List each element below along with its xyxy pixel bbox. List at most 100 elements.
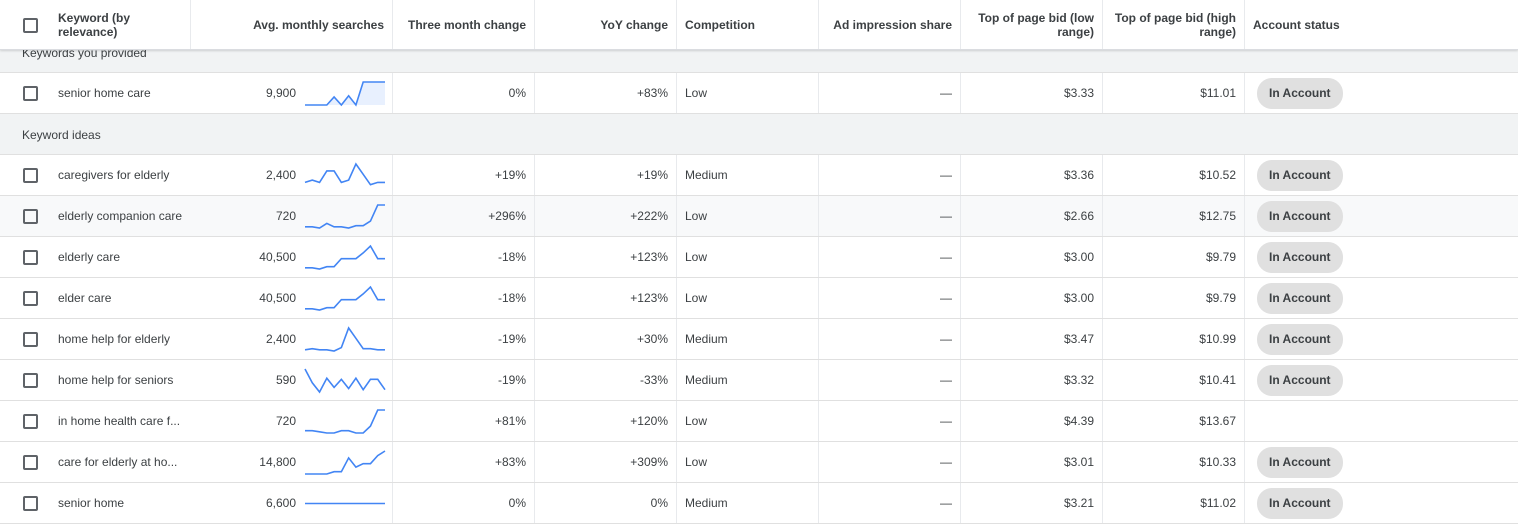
column-header[interactable]: YoY change — [535, 0, 677, 49]
status-chip: In Account — [1257, 282, 1343, 314]
ad-share: — — [940, 209, 952, 223]
bid-high: $10.41 — [1199, 373, 1236, 387]
competition-cell: Medium — [677, 360, 819, 400]
keyword-row: home help for seniors 590 -19% -33% Medium — $… — [0, 360, 1518, 401]
searches: 2,400 — [265, 332, 296, 346]
checkbox[interactable] — [23, 496, 38, 511]
checkbox[interactable] — [23, 291, 38, 306]
keyword: caregivers for elderly — [58, 168, 170, 182]
keyword-cell: elderly care — [50, 237, 191, 277]
searches-cell: 9,900 — [191, 73, 393, 113]
bid-low: $2.66 — [1063, 209, 1094, 223]
three-month-cell: +296% — [393, 196, 535, 236]
status-chip: In Account — [1257, 200, 1343, 232]
bid-high-cell: $11.02 — [1103, 483, 1245, 523]
checkbox[interactable] — [23, 209, 38, 224]
column-header[interactable]: Competition — [677, 0, 819, 49]
searches-cell: 2,400 — [191, 155, 393, 195]
yoy-cell: 0% — [535, 483, 677, 523]
keyword-row: elder care 40,500 -18% +123% Low — $3.00 $9.79 I… — [0, 278, 1518, 319]
competition: Medium — [685, 332, 728, 346]
column-header[interactable]: Top of page bid (low range) — [961, 0, 1103, 49]
group-row: Keyword ideas — [0, 114, 1518, 155]
checkbox[interactable] — [23, 250, 38, 265]
checkbox[interactable] — [23, 455, 38, 470]
searches: 2,400 — [265, 168, 296, 182]
column-header-label: Ad impression share — [833, 17, 952, 32]
column-header[interactable]: Avg. monthly searches — [191, 0, 393, 49]
checkbox[interactable] — [23, 373, 38, 388]
three-month-cell: +81% — [393, 401, 535, 441]
status-chip: In Account — [1257, 77, 1343, 109]
bid-low-cell: $3.32 — [961, 360, 1103, 400]
competition: Medium — [685, 168, 728, 182]
keyword: home help for elderly — [58, 332, 171, 346]
searches: 40,500 — [259, 250, 296, 264]
checkbox[interactable] — [23, 168, 38, 183]
ad-share: — — [940, 414, 952, 428]
bid-low: $4.39 — [1063, 414, 1094, 428]
yoy: 0% — [650, 496, 668, 510]
keyword-row: senior home 6,600 0% 0% Medium — $3.21 $11.02 In… — [0, 483, 1518, 524]
three-month-cell: +83% — [393, 442, 535, 482]
yoy: +83% — [636, 86, 668, 100]
trend-sparkline — [304, 162, 385, 186]
checkbox[interactable] — [23, 86, 38, 101]
column-header[interactable]: Keyword (by relevance) — [50, 0, 191, 49]
bid-low-cell: $3.00 — [961, 237, 1103, 277]
ad-share-cell: — — [819, 237, 961, 277]
yoy-cell: +30% — [535, 319, 677, 359]
competition-cell: Low — [677, 237, 819, 277]
column-header[interactable]: Three month change — [393, 0, 535, 49]
checkbox[interactable] — [23, 332, 38, 347]
yoy-cell: +120% — [535, 401, 677, 441]
bid-low: $3.32 — [1063, 373, 1094, 387]
competition-cell: Low — [677, 196, 819, 236]
ad-share: — — [940, 496, 952, 510]
searches-cell: 6,600 — [191, 483, 393, 523]
bid-high-cell: $11.01 — [1103, 73, 1245, 113]
column-header[interactable]: Top of page bid (high range) — [1103, 0, 1245, 49]
yoy: +309% — [630, 455, 668, 469]
yoy-cell: +222% — [535, 196, 677, 236]
status-chip: In Account — [1257, 446, 1343, 478]
searches: 720 — [275, 414, 296, 428]
keyword-cell: in home health care f... — [50, 401, 191, 441]
searches-cell: 720 — [191, 401, 393, 441]
keyword: home help for seniors — [58, 373, 174, 387]
searches-cell: 720 — [191, 196, 393, 236]
searches-cell: 40,500 — [191, 237, 393, 277]
searches: 720 — [275, 209, 296, 223]
trend-line — [305, 409, 385, 434]
bid-low: $3.01 — [1063, 455, 1094, 469]
checkbox[interactable] — [23, 414, 38, 429]
three-month: 0% — [508, 496, 526, 510]
status-cell: In Account — [1245, 483, 1518, 523]
keyword: senior home — [58, 496, 125, 510]
column-header[interactable]: Account status — [1245, 0, 1518, 49]
keyword-cell: caregivers for elderly — [50, 155, 191, 195]
bid-high-cell: $10.33 — [1103, 442, 1245, 482]
trend-line — [305, 204, 385, 229]
checkbox[interactable] — [23, 18, 38, 33]
trend-sparkline — [305, 81, 385, 107]
ad-share: — — [940, 250, 952, 264]
three-month-cell: 0% — [393, 483, 535, 523]
searches-cell: 590 — [191, 360, 393, 400]
competition: Low — [685, 291, 708, 305]
column-header[interactable]: Ad impression share — [819, 0, 961, 49]
column-header-label: YoY change — [600, 17, 668, 32]
bid-low-cell: $3.33 — [961, 73, 1103, 113]
table-header: Keyword (by relevance) Avg. monthly searc… — [0, 0, 1518, 50]
yoy: +19% — [636, 168, 668, 182]
bid-low-cell: $3.01 — [961, 442, 1103, 482]
ad-share: — — [940, 373, 952, 387]
yoy-cell: +309% — [535, 442, 677, 482]
keyword: elderly care — [58, 250, 121, 264]
searches: 14,800 — [259, 455, 296, 469]
status-cell: In Account — [1245, 73, 1518, 113]
ad-share-cell: — — [819, 483, 961, 523]
competition: Medium — [685, 496, 728, 510]
bid-high-cell: $12.75 — [1103, 196, 1245, 236]
yoy: +30% — [636, 332, 668, 346]
